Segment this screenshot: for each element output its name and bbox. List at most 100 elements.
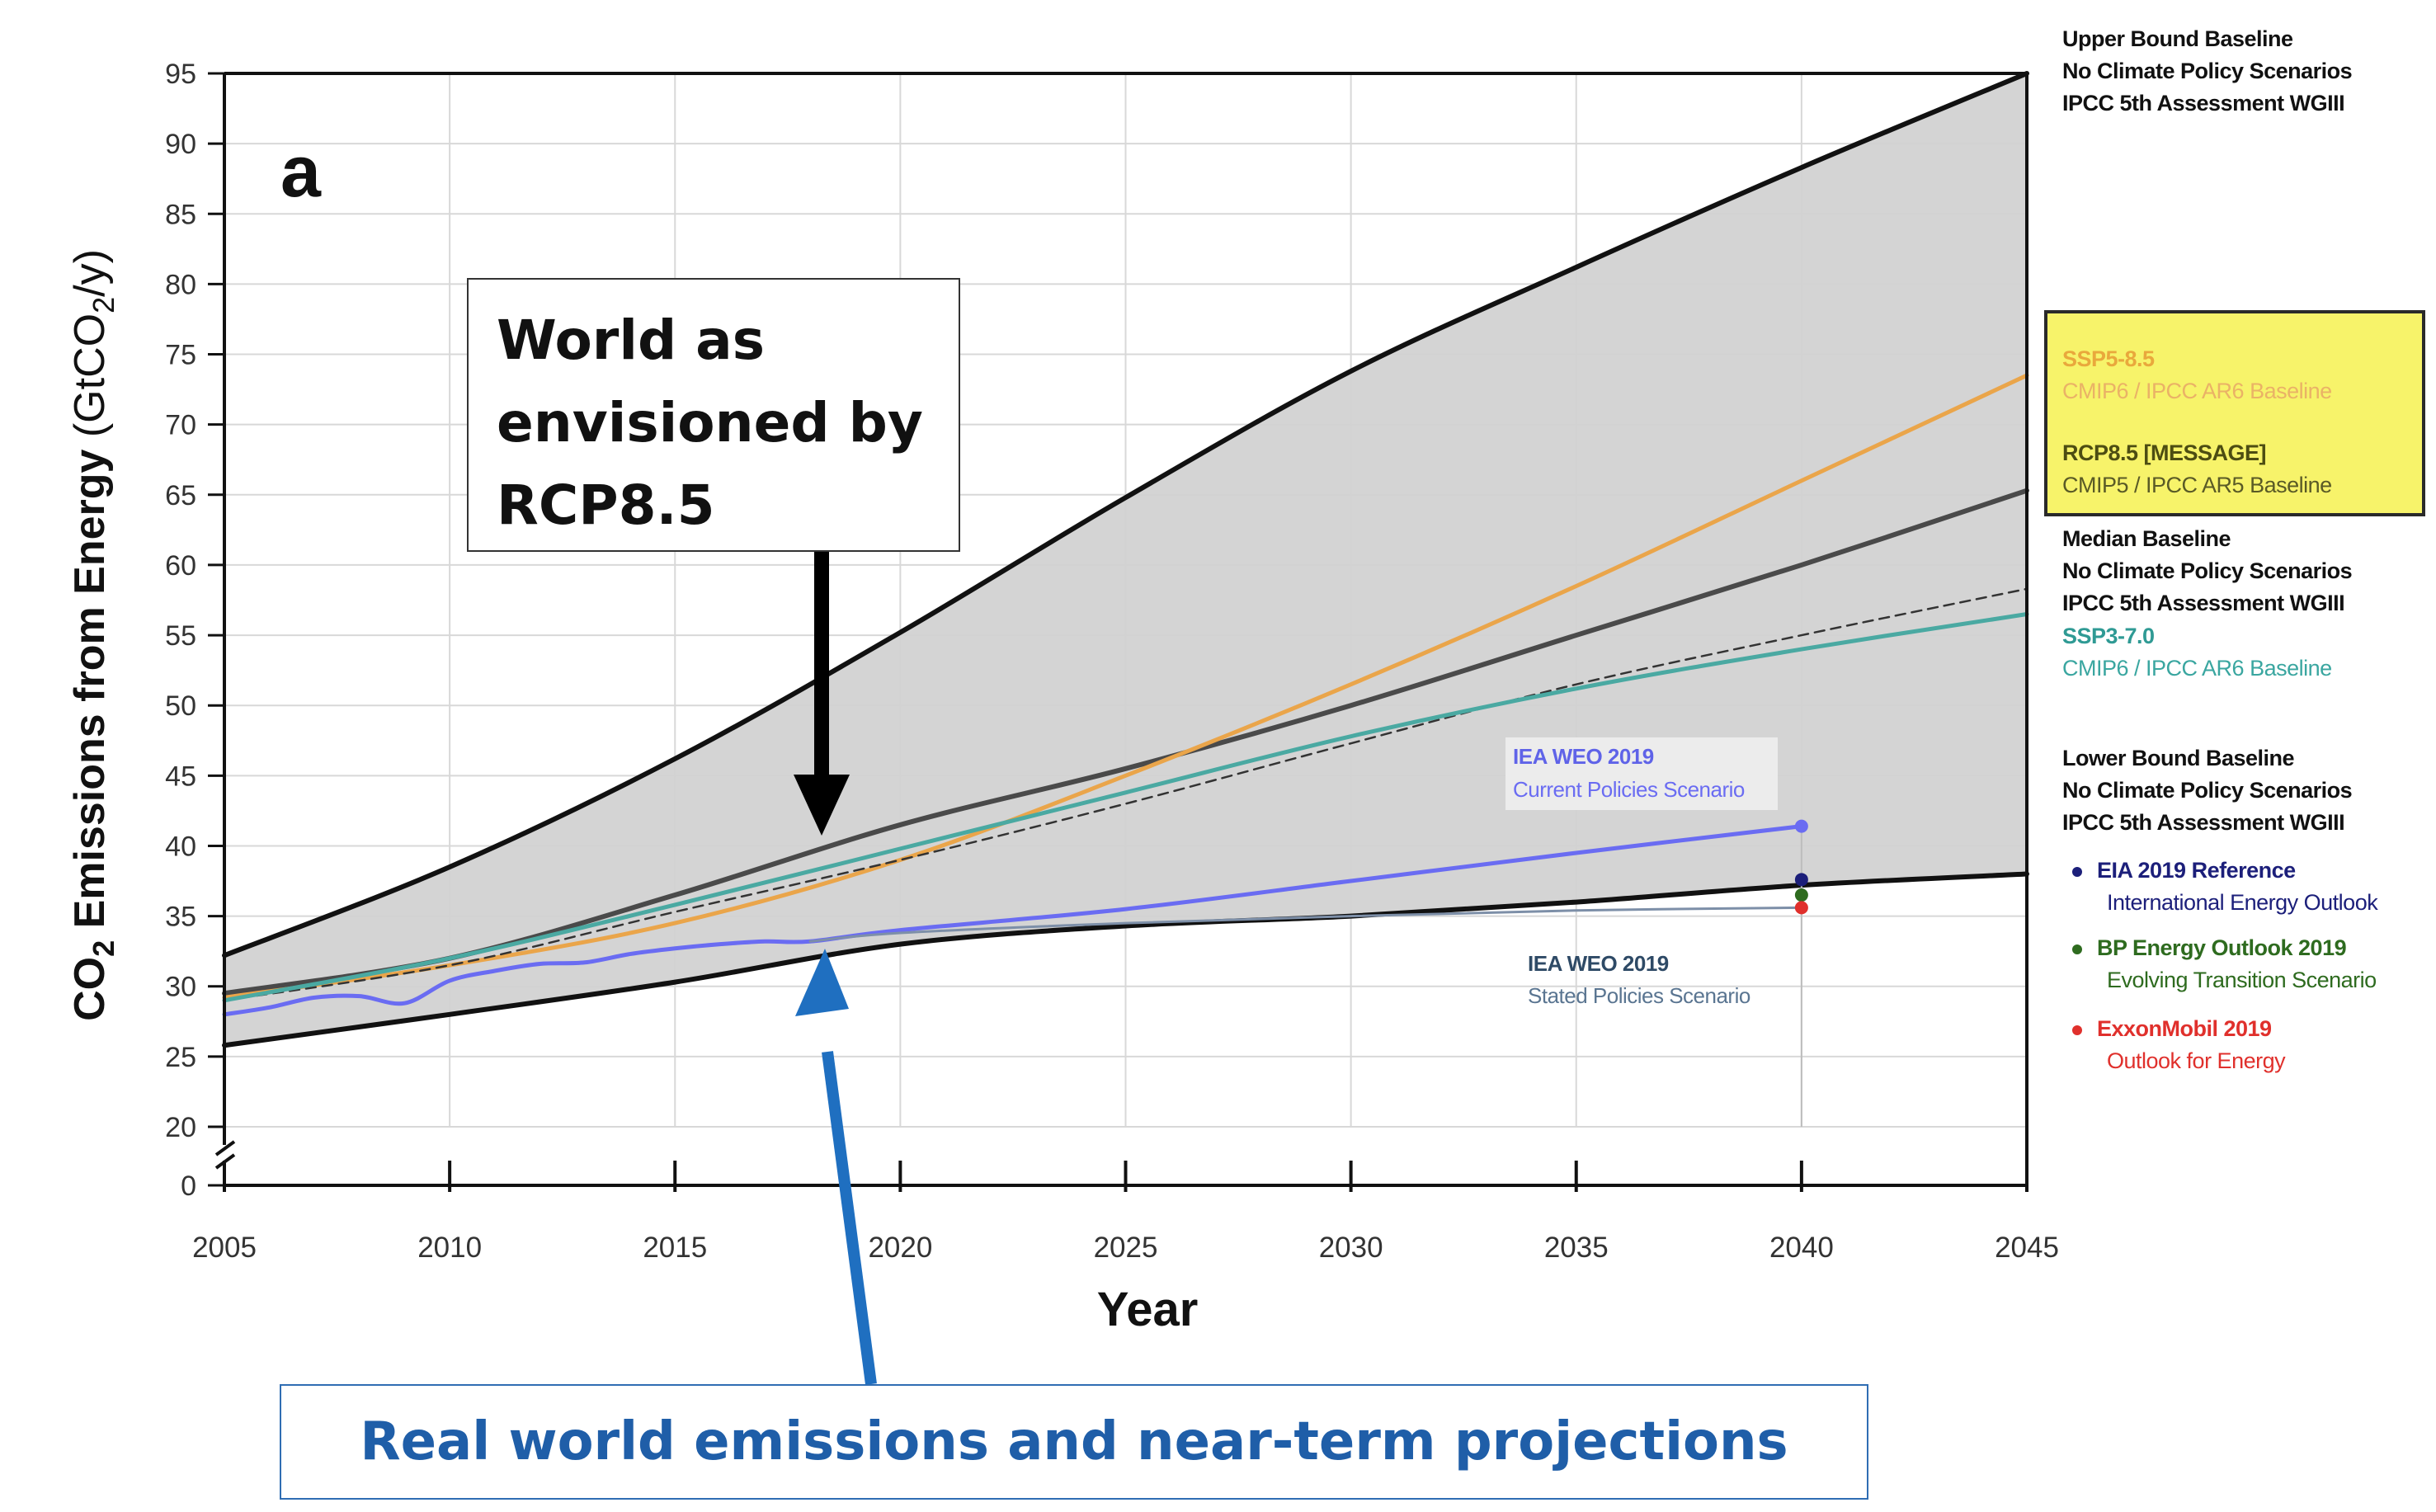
point-iea-weo-2019-current-policies-scenario bbox=[1794, 819, 1808, 833]
legend-ssp370-title: SSP3-7.0 bbox=[2062, 624, 2155, 648]
legend-upper-line-3: IPCC 5th Assessment WGIII bbox=[2062, 91, 2345, 115]
legend-rcp85: RCP8.5 [MESSAGE] CMIP5 / IPCC AR5 Baseli… bbox=[2062, 437, 2332, 502]
series-line-lower-bound-baseline bbox=[222, 871, 2029, 1048]
legend-median-line-3: IPCC 5th Assessment WGIII bbox=[2062, 591, 2345, 615]
y-axis-label-co: CO bbox=[66, 957, 114, 1021]
legend-exxon-title: ExxonMobil 2019 bbox=[2097, 1016, 2272, 1041]
series-lines bbox=[222, 71, 2029, 1127]
y-tick-label-30: 30 bbox=[165, 972, 196, 1003]
y-tick-label-95: 95 bbox=[165, 59, 196, 90]
y-tick-label-25: 25 bbox=[165, 1042, 196, 1073]
rcp-callout-line-2: envisioned by bbox=[497, 391, 923, 455]
legend-upper-line-2: No Climate Policy Scenarios bbox=[2062, 59, 2353, 83]
legend-ssp585-title: SSP5-8.5 bbox=[2062, 346, 2155, 371]
y-axis-label-main: Emissions from Energy bbox=[66, 450, 114, 940]
y-axis-label: CO2 Emissions from Energy (GtCO2/y) bbox=[66, 249, 120, 1021]
legend-median-line-2: No Climate Policy Scenarios bbox=[2062, 558, 2353, 583]
y-axis-label-unit-end: /y) bbox=[66, 249, 114, 297]
y-tick-label-45: 45 bbox=[165, 761, 196, 792]
series-line-ssp5-8-5 bbox=[222, 373, 2029, 1000]
legend-exxon-title-row: ExxonMobil 2019 bbox=[2072, 1013, 2285, 1045]
scenario-points bbox=[1794, 819, 1808, 915]
legend-lower-bound: Lower Bound Baseline No Climate Policy S… bbox=[2062, 742, 2353, 839]
legend-eia-dot bbox=[2072, 866, 2082, 877]
legend-bp-title: BP Energy Outlook 2019 bbox=[2097, 935, 2347, 960]
y-tick-label-75: 75 bbox=[165, 340, 196, 371]
y-axis-break-mark-1 bbox=[214, 1140, 236, 1156]
y-tick-label-55: 55 bbox=[165, 620, 196, 652]
x-tick-label-2030: 2030 bbox=[1319, 1232, 1383, 1264]
axes bbox=[208, 72, 2028, 1192]
y-tick-label-0: 0 bbox=[181, 1171, 196, 1202]
legend-highlight-box bbox=[2044, 310, 2425, 516]
real-world-callout-box: Real world emissions and near-term proje… bbox=[280, 1384, 1868, 1500]
y-tick-label-60: 60 bbox=[165, 550, 196, 582]
panel-letter: a bbox=[280, 130, 322, 212]
x-tick-label-2035: 2035 bbox=[1544, 1232, 1609, 1264]
legend-rcp85-sub: CMIP5 / IPCC AR5 Baseline bbox=[2062, 473, 2332, 497]
point-bp-energy-outlook-2019 bbox=[1794, 888, 1808, 902]
rcp-callout-line-1: World as bbox=[497, 309, 766, 372]
x-tick-label-2040: 2040 bbox=[1769, 1232, 1834, 1264]
legend-ssp585-sub: CMIP6 / IPCC AR6 Baseline bbox=[2062, 379, 2332, 403]
legend-exxon-sub: Outlook for Energy bbox=[2107, 1048, 2286, 1073]
x-tick-label-2010: 2010 bbox=[417, 1232, 482, 1264]
y-tick-label-20: 20 bbox=[165, 1112, 196, 1143]
y-tick-label-80: 80 bbox=[165, 269, 196, 300]
legend-bp-title-row: BP Energy Outlook 2019 bbox=[2072, 932, 2377, 964]
legend-ssp370-sub: CMIP6 / IPCC AR6 Baseline bbox=[2062, 656, 2332, 681]
y-tick-label-70: 70 bbox=[165, 410, 196, 441]
y-tick-label-35: 35 bbox=[165, 902, 196, 933]
legend-bp-dot bbox=[2072, 944, 2082, 954]
legend-ssp585: SSP5-8.5 CMIP6 / IPCC AR6 Baseline bbox=[2062, 343, 2332, 407]
y-tick-labels: 20 25 30 35 40 45 50 55 60 65 70 75 80 85 90 95 0 bbox=[165, 59, 196, 1202]
series-line-iea-weo-2019-current-policies-scenario bbox=[222, 824, 1804, 1017]
series-line-upper-bound-baseline bbox=[222, 71, 2029, 959]
real-world-callout-arrow bbox=[795, 949, 877, 1385]
iea-current-sub: Current Policies Scenario bbox=[1513, 777, 1745, 802]
y-axis-label-sub: 2 bbox=[87, 940, 120, 957]
legend-rcp85-title: RCP8.5 [MESSAGE] bbox=[2062, 440, 2267, 465]
iea-stated-sub: Stated Policies Scenario bbox=[1528, 983, 1750, 1008]
legend-bp: BP Energy Outlook 2019 Evolving Transiti… bbox=[2072, 932, 2377, 996]
legend-lower-line-2: No Climate Policy Scenarios bbox=[2062, 778, 2353, 803]
rcp-callout-line-3: RCP8.5 bbox=[497, 473, 715, 537]
legend-eia-title: EIA 2019 Reference bbox=[2097, 858, 2296, 883]
legend-exxon-dot bbox=[2072, 1024, 2082, 1035]
series-line-ssp3-7-0 bbox=[222, 612, 2029, 1003]
x-tick-label-2045: 2045 bbox=[1995, 1232, 2059, 1264]
x-tick-label-2015: 2015 bbox=[643, 1232, 707, 1264]
y-axis-label-unit: (GtCO bbox=[66, 313, 114, 450]
rcp-callout-box: World as envisioned by RCP8.5 bbox=[467, 278, 960, 552]
y-tick-label-50: 50 bbox=[165, 690, 196, 722]
legend-lower-line-1: Lower Bound Baseline bbox=[2062, 746, 2295, 770]
x-tick-label-2025: 2025 bbox=[1094, 1232, 1158, 1264]
iea-stated-label: IEA WEO 2019 Stated Policies Scenario bbox=[1528, 951, 1750, 1008]
x-tick-labels: 2005 2010 2015 2020 2025 2030 2035 2040 2045 bbox=[192, 1232, 2059, 1264]
legend-median: Median Baseline No Climate Policy Scenar… bbox=[2062, 523, 2353, 619]
iea-stated-title: IEA WEO 2019 bbox=[1528, 951, 1669, 976]
legend-median-line-1: Median Baseline bbox=[2062, 526, 2231, 551]
legend-upper-line-1: Upper Bound Baseline bbox=[2062, 26, 2293, 51]
series-line-rcp8-5-message- bbox=[223, 587, 2028, 1002]
legend-ssp370: SSP3-7.0 CMIP6 / IPCC AR6 Baseline bbox=[2062, 620, 2332, 685]
legend-bp-sub: Evolving Transition Scenario bbox=[2107, 968, 2377, 992]
x-axis-label: Year bbox=[1097, 1283, 1199, 1336]
x-tick-label-2005: 2005 bbox=[192, 1232, 257, 1264]
x-tick-label-2020: 2020 bbox=[868, 1232, 932, 1264]
legend-exxon: ExxonMobil 2019 Outlook for Energy bbox=[2072, 1013, 2286, 1077]
iea-current-label: IEA WEO 2019 Current Policies Scenario bbox=[1513, 744, 1745, 802]
series-line-iea-weo-2019-stated-policies-scenario bbox=[808, 906, 1803, 943]
point-eia-2019-reference bbox=[1794, 873, 1808, 887]
y-tick-label-85: 85 bbox=[165, 199, 196, 230]
legend-eia-sub: International Energy Outlook bbox=[2107, 890, 2378, 915]
iea-current-title: IEA WEO 2019 bbox=[1513, 744, 1654, 769]
y-axis-label-unit-sub: 2 bbox=[87, 297, 120, 313]
y-tick-label-65: 65 bbox=[165, 480, 196, 511]
rcp-callout-arrow bbox=[794, 552, 850, 836]
y-tick-label-90: 90 bbox=[165, 129, 196, 160]
iea-current-label-bg bbox=[1505, 737, 1778, 810]
legend-upper-bound: Upper Bound Baseline No Climate Policy S… bbox=[2062, 23, 2353, 120]
legend-eia-title-row: EIA 2019 Reference bbox=[2072, 855, 2377, 887]
